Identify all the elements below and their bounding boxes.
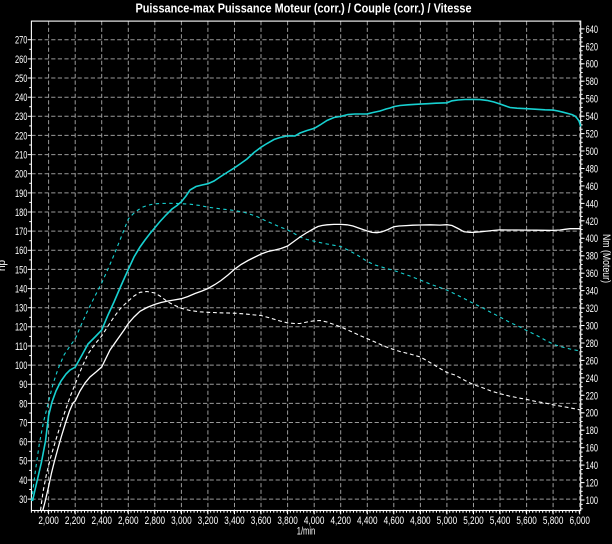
- svg-text:5,200: 5,200: [463, 515, 484, 527]
- svg-text:320: 320: [586, 303, 598, 315]
- svg-text:220: 220: [15, 130, 27, 142]
- svg-text:70: 70: [19, 417, 27, 429]
- svg-text:4,200: 4,200: [330, 515, 351, 527]
- svg-text:640: 640: [586, 24, 598, 36]
- svg-text:6,000: 6,000: [569, 515, 590, 527]
- svg-text:120: 120: [15, 322, 27, 334]
- svg-text:4,400: 4,400: [357, 515, 378, 527]
- svg-text:340: 340: [586, 286, 598, 298]
- svg-text:2,000: 2,000: [38, 515, 59, 527]
- svg-text:600: 600: [586, 59, 598, 71]
- svg-text:3,600: 3,600: [251, 515, 272, 527]
- svg-text:200: 200: [15, 169, 27, 181]
- svg-text:5,600: 5,600: [516, 515, 537, 527]
- svg-text:4,000: 4,000: [304, 515, 325, 527]
- svg-text:620: 620: [586, 41, 598, 53]
- svg-text:3,800: 3,800: [277, 515, 298, 527]
- svg-text:5,800: 5,800: [543, 515, 564, 527]
- svg-text:50: 50: [19, 456, 27, 468]
- svg-text:230: 230: [15, 111, 27, 123]
- svg-text:280: 280: [586, 338, 598, 350]
- svg-text:30: 30: [19, 494, 27, 506]
- svg-text:240: 240: [586, 373, 598, 385]
- svg-text:160: 160: [586, 443, 598, 455]
- svg-text:hp: hp: [0, 260, 8, 271]
- svg-text:380: 380: [586, 251, 598, 263]
- svg-text:5,400: 5,400: [490, 515, 511, 527]
- svg-text:1/min: 1/min: [297, 526, 316, 538]
- svg-text:4,600: 4,600: [384, 515, 405, 527]
- svg-text:220: 220: [586, 390, 598, 402]
- svg-text:110: 110: [15, 341, 27, 353]
- svg-text:2,800: 2,800: [145, 515, 166, 527]
- svg-text:140: 140: [15, 283, 27, 295]
- svg-text:270: 270: [15, 35, 27, 47]
- svg-text:210: 210: [15, 149, 27, 161]
- svg-text:40: 40: [19, 475, 27, 487]
- svg-text:200: 200: [586, 408, 598, 420]
- svg-text:160: 160: [15, 245, 27, 257]
- svg-text:420: 420: [586, 216, 598, 228]
- svg-text:140: 140: [586, 460, 598, 472]
- svg-text:240: 240: [15, 92, 27, 104]
- svg-text:400: 400: [586, 233, 598, 245]
- svg-text:2,600: 2,600: [118, 515, 139, 527]
- svg-text:120: 120: [586, 478, 598, 490]
- svg-text:2,400: 2,400: [91, 515, 112, 527]
- svg-text:440: 440: [586, 198, 598, 210]
- svg-text:60: 60: [19, 437, 27, 449]
- svg-text:250: 250: [15, 73, 27, 85]
- svg-text:3,000: 3,000: [171, 515, 192, 527]
- svg-text:80: 80: [19, 398, 27, 410]
- svg-text:130: 130: [15, 303, 27, 315]
- svg-text:Puissance-max Puissance Moteur: Puissance-max Puissance Moteur (corr.) /…: [136, 1, 472, 16]
- svg-text:100: 100: [586, 495, 598, 507]
- svg-text:260: 260: [586, 355, 598, 367]
- svg-text:260: 260: [15, 54, 27, 66]
- svg-text:100: 100: [15, 360, 27, 372]
- svg-text:480: 480: [586, 163, 598, 175]
- svg-text:520: 520: [586, 129, 598, 141]
- svg-text:580: 580: [586, 76, 598, 88]
- svg-text:5,000: 5,000: [437, 515, 458, 527]
- svg-text:170: 170: [15, 226, 27, 238]
- svg-text:180: 180: [586, 425, 598, 437]
- svg-text:150: 150: [15, 264, 27, 276]
- svg-text:360: 360: [586, 268, 598, 280]
- svg-text:180: 180: [15, 207, 27, 219]
- svg-text:Nm (Moteur): Nm (Moteur): [600, 234, 612, 283]
- svg-text:4,800: 4,800: [410, 515, 431, 527]
- svg-text:300: 300: [586, 320, 598, 332]
- svg-text:2,200: 2,200: [65, 515, 86, 527]
- svg-text:3,200: 3,200: [198, 515, 219, 527]
- svg-text:90: 90: [19, 379, 27, 391]
- svg-text:3,400: 3,400: [224, 515, 245, 527]
- svg-text:560: 560: [586, 94, 598, 106]
- svg-text:500: 500: [586, 146, 598, 158]
- svg-text:540: 540: [586, 111, 598, 123]
- svg-text:460: 460: [586, 181, 598, 193]
- svg-text:190: 190: [15, 188, 27, 200]
